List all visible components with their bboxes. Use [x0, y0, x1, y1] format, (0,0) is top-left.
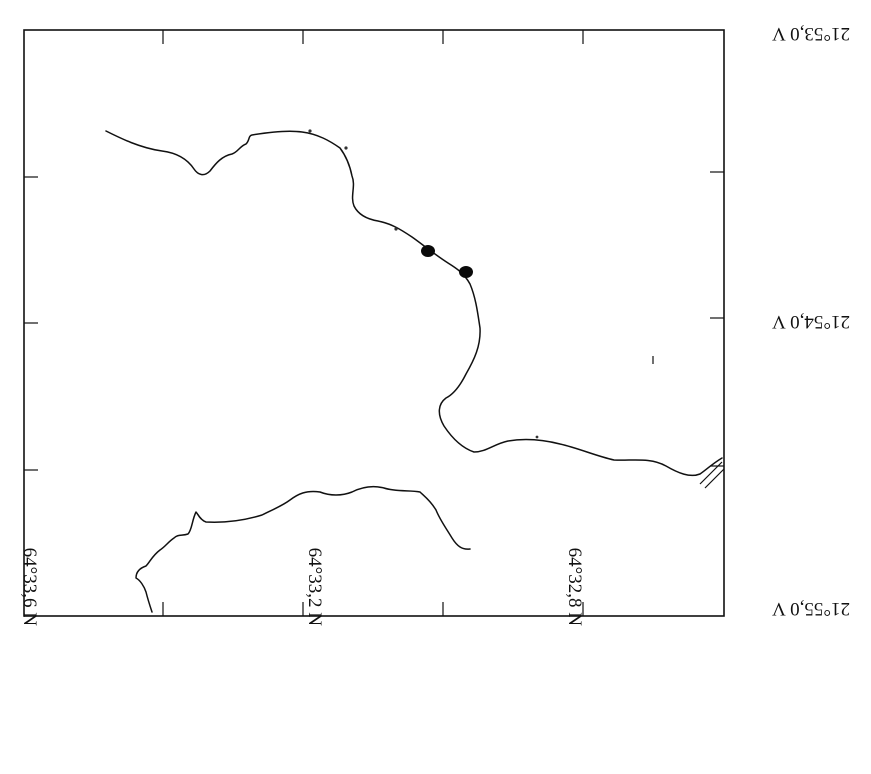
map-frame — [23, 29, 725, 617]
speck — [535, 435, 539, 439]
coastline-south — [135, 485, 471, 613]
speck — [344, 146, 348, 150]
longitude-label-2: 64°33,2 N — [304, 548, 325, 627]
marker-point-1 — [421, 245, 435, 257]
latitude-label-top: 21°53,0 V — [772, 23, 850, 44]
speck — [394, 227, 398, 231]
latitude-label-bottom: 21°55,0 V — [772, 598, 850, 619]
edge-mark-2 — [704, 468, 725, 489]
longitude-label-3: 64°32,8 N — [564, 548, 585, 627]
coastline-north — [105, 130, 723, 477]
speck — [308, 129, 312, 133]
edge-mark-1 — [699, 461, 723, 485]
latitude-label-middle: 21°54,0 V — [772, 311, 850, 332]
longitude-label-1: 64°33,6 N — [19, 548, 40, 627]
marker-point-2 — [459, 266, 473, 278]
